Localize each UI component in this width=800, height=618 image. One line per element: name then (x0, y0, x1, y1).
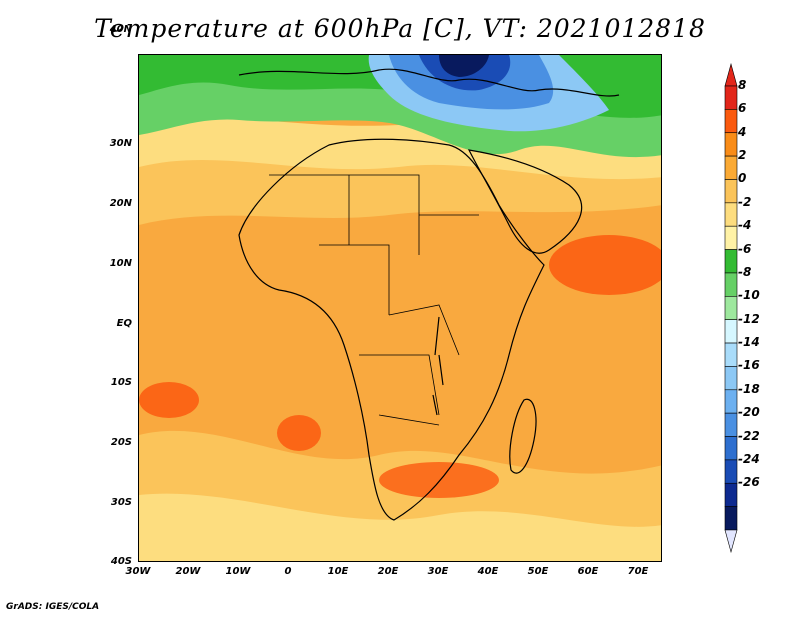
lat-label-30s: 30S (110, 497, 132, 508)
colorbar-swatch (724, 202, 738, 227)
warm-patch-southern-africa (379, 462, 499, 498)
colorbar-swatch (724, 436, 738, 461)
colorbar-label: 4 (738, 124, 747, 139)
warm-patch-south-atlantic (277, 415, 321, 451)
colorbar-swatch (724, 272, 738, 297)
warm-patch-arabian-sea (549, 235, 661, 295)
colorbar-swatch (724, 179, 738, 204)
colorbar-swatch (724, 319, 738, 344)
colorbar-swatch (724, 389, 738, 414)
map-area (138, 54, 662, 562)
colorbar-label: -26 (738, 475, 760, 490)
colorbar-label: 0 (738, 171, 747, 186)
lat-label-20s: 20S (110, 437, 132, 448)
colorbar-label: -24 (738, 451, 760, 466)
temperature-band-north (139, 114, 661, 179)
lon-label-10w: 10W (225, 566, 251, 577)
colorbar-label: -16 (738, 358, 760, 373)
colorbar-swatch (724, 296, 738, 320)
lon-label-20e: 20E (377, 566, 399, 577)
lat-label-eq: EQ (116, 318, 132, 329)
colorbar-swatch (724, 155, 738, 180)
colorbar-swatch (724, 109, 738, 134)
colorbar-bottom-arrow (724, 529, 738, 554)
credit-text: GrADS: IGES/COLA (6, 602, 100, 612)
colorbar-swatch (724, 225, 738, 250)
colorbar-swatch (724, 366, 738, 391)
colorbar-swatch (724, 506, 738, 531)
madagascar-outline (509, 398, 537, 474)
warm-patch-atlantic (139, 382, 199, 418)
lon-label-30e: 30E (427, 566, 449, 577)
colorbar-swatch (724, 412, 738, 437)
lon-label-40e: 40E (477, 566, 499, 577)
lat-label-30n: 30N (109, 138, 132, 149)
lon-label-60e: 60E (577, 566, 599, 577)
colorbar-swatch (724, 482, 738, 507)
lon-label-50e: 50E (527, 566, 549, 577)
colorbar-label: -4 (738, 218, 752, 233)
colorbar-swatch (724, 85, 738, 110)
lat-label-40n: 40N (109, 24, 132, 35)
lon-label-20w: 20W (175, 566, 201, 577)
lon-label-30w: 30W (125, 566, 151, 577)
colorbar-label: 6 (738, 101, 747, 116)
colorbar-label: -14 (738, 335, 760, 350)
colorbar-label: -20 (738, 405, 760, 420)
colorbar-top-arrow (724, 62, 738, 87)
europe-coast (238, 68, 620, 97)
colorbar-label: -8 (738, 264, 752, 279)
lat-label-10s: 10S (110, 377, 132, 388)
colorbar-swatch (724, 132, 738, 157)
colorbar-label: -18 (738, 381, 760, 396)
colorbar-swatch (724, 249, 738, 274)
lat-label-10n: 10N (109, 258, 132, 269)
africa-outline (238, 138, 545, 521)
colorbar-label: -6 (738, 241, 752, 256)
temperature-band-far-south (139, 493, 661, 561)
cold-region-core (439, 55, 489, 77)
colorbar-label: -12 (738, 311, 760, 326)
country-borders (269, 174, 479, 426)
arabia-outline (467, 149, 582, 254)
colorbar-swatches (724, 62, 738, 554)
lon-label-10e: 10E (327, 566, 349, 577)
map-title: Temperature at 600hPa [C], VT: 202101281… (94, 14, 706, 43)
colorbar-swatch (724, 459, 738, 484)
great-lakes (432, 316, 444, 416)
lat-label-20n: 20N (109, 198, 132, 209)
lon-label-70e: 70E (627, 566, 649, 577)
colorbar-label: -2 (738, 194, 752, 209)
colorbar-label: 2 (738, 148, 747, 163)
temperature-field (139, 55, 661, 561)
lon-label-0: 0 (284, 566, 292, 577)
lat-label-40s: 40S (110, 556, 132, 567)
colorbar-swatch (724, 342, 738, 367)
colorbar-label: -10 (738, 288, 760, 303)
colorbar-label: -22 (738, 428, 760, 443)
colorbar (724, 62, 738, 554)
colorbar-label: 8 (738, 78, 747, 92)
